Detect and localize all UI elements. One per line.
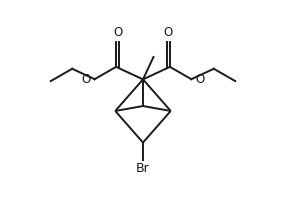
Text: O: O — [195, 73, 205, 86]
Text: O: O — [82, 73, 91, 86]
Text: O: O — [164, 26, 173, 39]
Text: O: O — [113, 26, 122, 39]
Text: Br: Br — [136, 162, 150, 175]
